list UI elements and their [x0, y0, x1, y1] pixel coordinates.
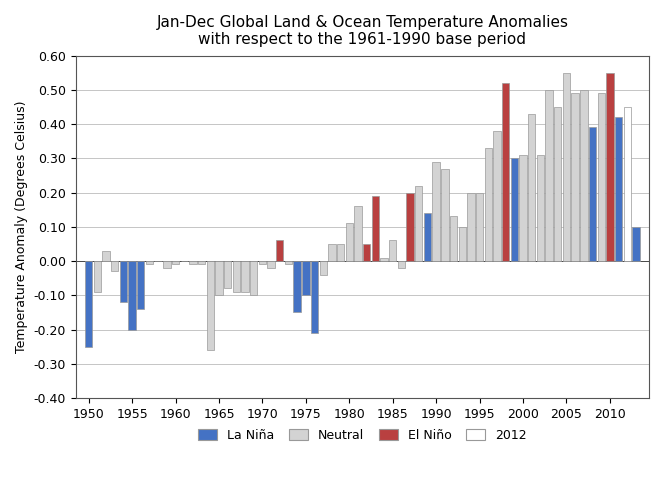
Bar: [615, 117, 622, 261]
Bar: [580, 90, 588, 261]
Bar: [372, 196, 379, 261]
Bar: [606, 73, 614, 261]
Bar: [337, 244, 345, 261]
Bar: [545, 90, 553, 261]
Bar: [319, 261, 327, 275]
Bar: [519, 155, 527, 261]
Bar: [432, 162, 440, 261]
Bar: [389, 241, 396, 261]
Bar: [467, 193, 475, 261]
Bar: [493, 131, 501, 261]
Bar: [398, 261, 405, 268]
Bar: [485, 148, 492, 261]
Bar: [207, 261, 214, 350]
Bar: [311, 261, 318, 333]
Bar: [598, 93, 605, 261]
Bar: [424, 213, 431, 261]
Bar: [198, 261, 205, 264]
Bar: [250, 261, 258, 295]
Bar: [163, 261, 171, 268]
Bar: [476, 193, 483, 261]
Bar: [554, 107, 562, 261]
Bar: [380, 257, 388, 261]
Bar: [415, 186, 422, 261]
Legend: La Niña, Neutral, El Niño, 2012: La Niña, Neutral, El Niño, 2012: [193, 424, 532, 447]
Bar: [120, 261, 127, 302]
Bar: [345, 223, 353, 261]
Bar: [285, 261, 292, 264]
Bar: [94, 261, 101, 292]
Bar: [189, 261, 197, 264]
Bar: [128, 261, 136, 330]
Bar: [172, 261, 179, 264]
Bar: [268, 261, 275, 268]
Bar: [259, 261, 266, 264]
Bar: [623, 107, 631, 261]
Bar: [137, 261, 145, 309]
Bar: [363, 244, 371, 261]
Bar: [589, 127, 596, 261]
Bar: [450, 217, 457, 261]
Bar: [572, 93, 579, 261]
Bar: [459, 227, 466, 261]
Bar: [328, 244, 335, 261]
Bar: [232, 261, 240, 292]
Bar: [293, 261, 301, 312]
Bar: [537, 155, 544, 261]
Y-axis label: Temperature Anomaly (Degrees Celsius): Temperature Anomaly (Degrees Celsius): [15, 101, 28, 353]
Title: Jan-Dec Global Land & Ocean Temperature Anomalies
with respect to the 1961-1990 : Jan-Dec Global Land & Ocean Temperature …: [156, 15, 568, 47]
Bar: [406, 193, 414, 261]
Bar: [502, 83, 509, 261]
Bar: [241, 261, 249, 292]
Bar: [302, 261, 309, 295]
Bar: [355, 206, 362, 261]
Bar: [563, 73, 570, 261]
Bar: [441, 168, 449, 261]
Bar: [146, 261, 153, 264]
Bar: [224, 261, 231, 288]
Bar: [85, 261, 92, 347]
Bar: [528, 114, 535, 261]
Bar: [632, 227, 639, 261]
Bar: [215, 261, 222, 295]
Bar: [111, 261, 118, 271]
Bar: [102, 250, 110, 261]
Bar: [276, 241, 284, 261]
Bar: [511, 158, 518, 261]
